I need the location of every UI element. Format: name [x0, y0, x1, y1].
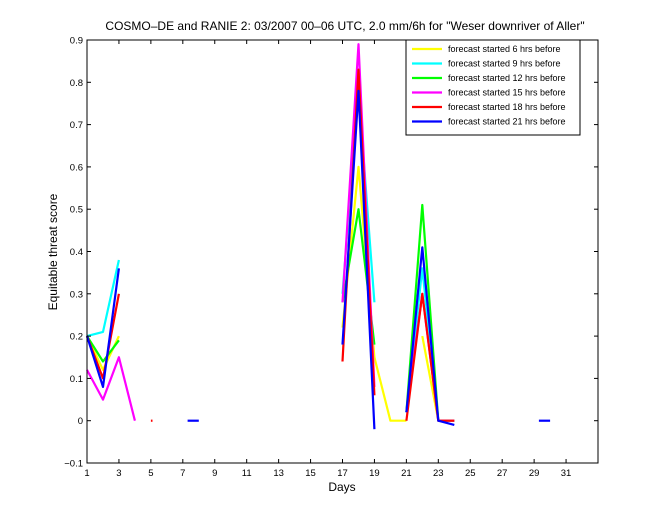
- y-tick-label: 0: [78, 416, 83, 427]
- x-tick-label: 13: [273, 468, 284, 479]
- legend-label: forecast started 15 hrs before: [448, 88, 566, 98]
- series-6-line-4: [405, 246, 455, 426]
- legend-label: forecast started 6 hrs before: [448, 44, 561, 54]
- series-6: [85, 89, 551, 430]
- x-tick-label: 17: [337, 468, 348, 479]
- y-tick-label: 0.4: [70, 247, 83, 258]
- legend-label: forecast started 12 hrs before: [448, 73, 566, 83]
- y-axis-label: Equitable threat score: [46, 193, 60, 310]
- series-6-line-1: [85, 268, 120, 388]
- x-tick-label: 29: [529, 468, 540, 479]
- legend-item-6: forecast started 21 hrs before: [412, 117, 566, 127]
- x-tick-label: 21: [401, 468, 412, 479]
- x-tick-label: 31: [561, 468, 572, 479]
- y-tick-label: 0.1: [70, 374, 83, 385]
- y-tick-label: 0.5: [70, 205, 83, 216]
- series-4-line-1: [86, 356, 136, 421]
- chart-title: COSMO–DE and RANIE 2: 03/2007 00–06 UTC,…: [105, 19, 584, 33]
- x-tick-label: 9: [212, 468, 217, 479]
- x-tick-label: 3: [116, 468, 121, 479]
- y-tick-label: 0.3: [70, 289, 83, 300]
- x-tick-label: 15: [305, 468, 316, 479]
- legend-label: forecast started 21 hrs before: [448, 117, 566, 127]
- legend: forecast started 6 hrs before forecast st…: [405, 39, 581, 136]
- legend-item-3: forecast started 12 hrs before: [412, 73, 566, 83]
- tick-layer: 1 3 5 7 9 11 13 15 17 19 21 23 25 27 29 31−0.100.10.20.…: [64, 36, 598, 479]
- y-tick-label: 0.8: [70, 78, 83, 89]
- legend-item-4: forecast started 15 hrs before: [412, 88, 566, 98]
- y-tick-label: 0.7: [70, 120, 83, 131]
- legend-item-1: forecast started 6 hrs before: [412, 44, 561, 54]
- series-2-line-1: [86, 259, 120, 338]
- legend-box: [405, 39, 581, 136]
- series-6-line-3: [341, 89, 376, 430]
- x-tick-label: 11: [242, 468, 252, 479]
- legend-item-5: forecast started 18 hrs before: [412, 102, 566, 112]
- y-tick-label: 0.2: [70, 332, 83, 343]
- x-tick-label: 19: [369, 468, 380, 479]
- legend-label: forecast started 9 hrs before: [448, 59, 561, 69]
- x-tick-label: 5: [148, 468, 153, 479]
- y-tick-label: 0.9: [70, 36, 83, 47]
- x-tick-label: 1: [84, 468, 89, 479]
- x-tick-label: 7: [180, 468, 185, 479]
- x-axis-label: Days: [328, 480, 355, 494]
- x-tick-label: 25: [465, 468, 476, 479]
- series-layer: [85, 43, 551, 430]
- legend-item-2: forecast started 9 hrs before: [412, 59, 561, 69]
- x-tick-label: 23: [433, 468, 444, 479]
- x-tick-label: 27: [497, 468, 508, 479]
- series-3-line-1: [86, 335, 120, 363]
- y-tick-label: 0.6: [70, 162, 83, 173]
- legend-label: forecast started 18 hrs before: [448, 102, 566, 112]
- y-tick-label: −0.1: [64, 459, 83, 470]
- series-1-line-2: [341, 165, 407, 422]
- series-5-line-4: [405, 292, 455, 422]
